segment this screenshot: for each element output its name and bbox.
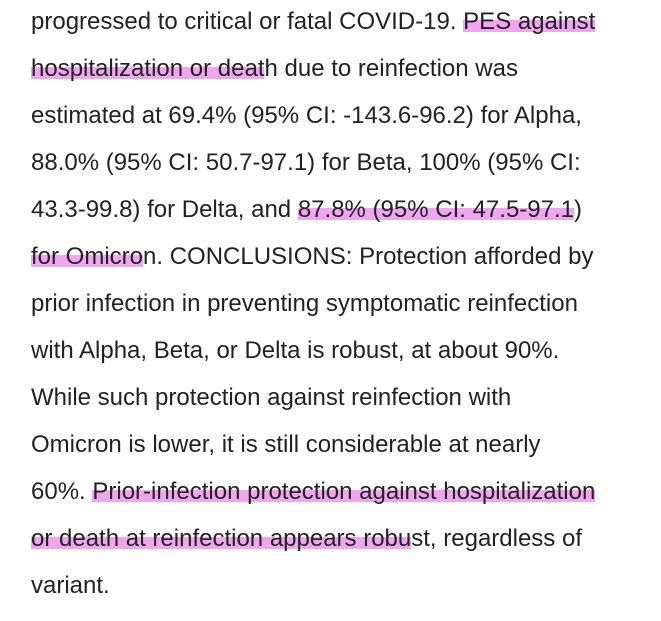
- text-segment: While such protection against reinfectio…: [31, 384, 512, 411]
- text-line: or death at reinfection appears robust, …: [31, 519, 582, 559]
- text-segment: 43.3-99.8) for Delta, and: [31, 196, 298, 223]
- highlighted-text: PES against: [463, 8, 596, 35]
- text-segment: estimated at 69.4% (95% CI: -143.6-96.2)…: [31, 102, 582, 129]
- text-segment: with Alpha, Beta, or Delta is robust, at…: [31, 337, 560, 364]
- text-segment: ): [574, 196, 582, 223]
- highlighted-text: for Omicro: [31, 243, 144, 270]
- text-segment: Omicron is lower, it is still considerab…: [31, 431, 541, 458]
- text-line: While such protection against reinfectio…: [31, 378, 511, 418]
- text-line: Omicron is lower, it is still considerab…: [31, 425, 541, 465]
- highlighted-text: 87.8% (95% CI: 47.5-97.1: [297, 196, 574, 223]
- text-line: progressed to critical or fatal COVID-19…: [31, 2, 596, 42]
- text-line: with Alpha, Beta, or Delta is robust, at…: [31, 331, 559, 371]
- text-line: prior infection in preventing symptomati…: [31, 284, 578, 324]
- highlighted-text: or death at reinfection appears robu: [31, 525, 412, 552]
- text-line: 60%. Prior-infection protection against …: [31, 472, 596, 512]
- text-segment: variant.: [31, 572, 110, 599]
- text-segment: 88.0% (95% CI: 50.7-97.1) for Beta, 100%…: [31, 149, 581, 176]
- text-segment: st, regardless of: [411, 525, 582, 552]
- text-segment: n. CONCLUSIONS: Protection afforded by: [143, 243, 594, 270]
- text-line: 88.0% (95% CI: 50.7-97.1) for Beta, 100%…: [31, 143, 581, 183]
- text-segment: prior infection in preventing symptomati…: [31, 290, 578, 317]
- text-line: estimated at 69.4% (95% CI: -143.6-96.2)…: [31, 96, 582, 136]
- text-line: for Omicron. CONCLUSIONS: Protection aff…: [31, 237, 593, 277]
- text-line: hospitalization or death due to reinfect…: [31, 49, 518, 89]
- text-line: 43.3-99.8) for Delta, and 87.8% (95% CI:…: [31, 190, 582, 230]
- highlighted-text: hospitalization or deat: [31, 55, 265, 82]
- text-segment: 60%.: [31, 478, 93, 505]
- text-line: variant.: [31, 566, 110, 606]
- text-segment: h due to reinfection was: [264, 55, 518, 82]
- text-segment: progressed to critical or fatal COVID-19…: [31, 8, 464, 35]
- highlighted-text: Prior-infection protection against hospi…: [92, 478, 596, 505]
